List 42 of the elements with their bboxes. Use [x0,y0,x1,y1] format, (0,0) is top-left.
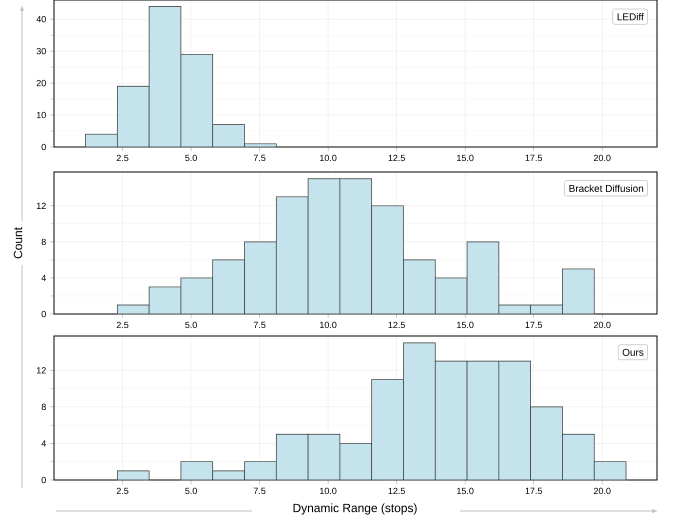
x-tick-label: 15.0 [457,154,474,162]
x-tick-label: 10.0 [320,154,336,162]
x-tick-label: 7.5 [254,322,266,328]
text: LEDiff [618,13,644,20]
y-tick-label: 10 [36,112,46,118]
x-tick-label: 5.0 [185,154,197,162]
x-tick-label: 20.0 [594,154,611,162]
text: Bracket Diffusion [569,184,644,192]
y-tick-label: 12 [36,202,46,209]
y-tick-label: 8 [42,404,46,410]
y-tick-label: 0 [42,476,46,484]
x-tick-label: 7.5 [254,488,266,494]
x-tick-label: 12.5 [388,154,405,162]
x-tick-label: 10.0 [320,322,336,328]
x-tick-label: 17.5 [526,154,542,162]
x-tick-label: 20.0 [594,488,611,494]
x-tick-label: 5.0 [185,322,197,328]
x-tick-label: 15.0 [457,488,474,494]
y-tick-label: 4 [41,440,46,447]
x-tick-label: 12.5 [388,488,405,494]
y-tick-label: 30 [36,48,46,54]
y-tick-label: 4 [41,274,46,282]
x-tick-label: 2.5 [116,488,128,494]
x-tick-label: 10.0 [320,488,336,494]
x-tick-label: 7.5 [254,154,266,162]
y-tick-label: 20 [36,80,46,86]
y-tick-label: 0 [42,144,46,150]
x-tick-label: 15.0 [457,322,474,328]
x-tick-label: 2.5 [116,154,128,162]
x-axis-title: Dynamic Range (stops) [294,503,417,515]
y-tick-label: 8 [42,238,46,246]
y-tick-label: 0 [42,310,46,318]
x-tick-label: 2.5 [116,322,128,328]
x-tick-label: 5.0 [185,488,197,494]
x-tick-label: 17.5 [526,322,542,328]
x-tick-label: 20.0 [594,322,611,328]
text: Ours [622,348,644,356]
y-tick-label: 12 [36,367,46,374]
x-tick-label: 12.5 [388,322,405,328]
y-tick-label: 40 [36,16,46,22]
y-axis-title: Count [14,227,22,258]
x-tick-label: 17.5 [526,488,542,494]
